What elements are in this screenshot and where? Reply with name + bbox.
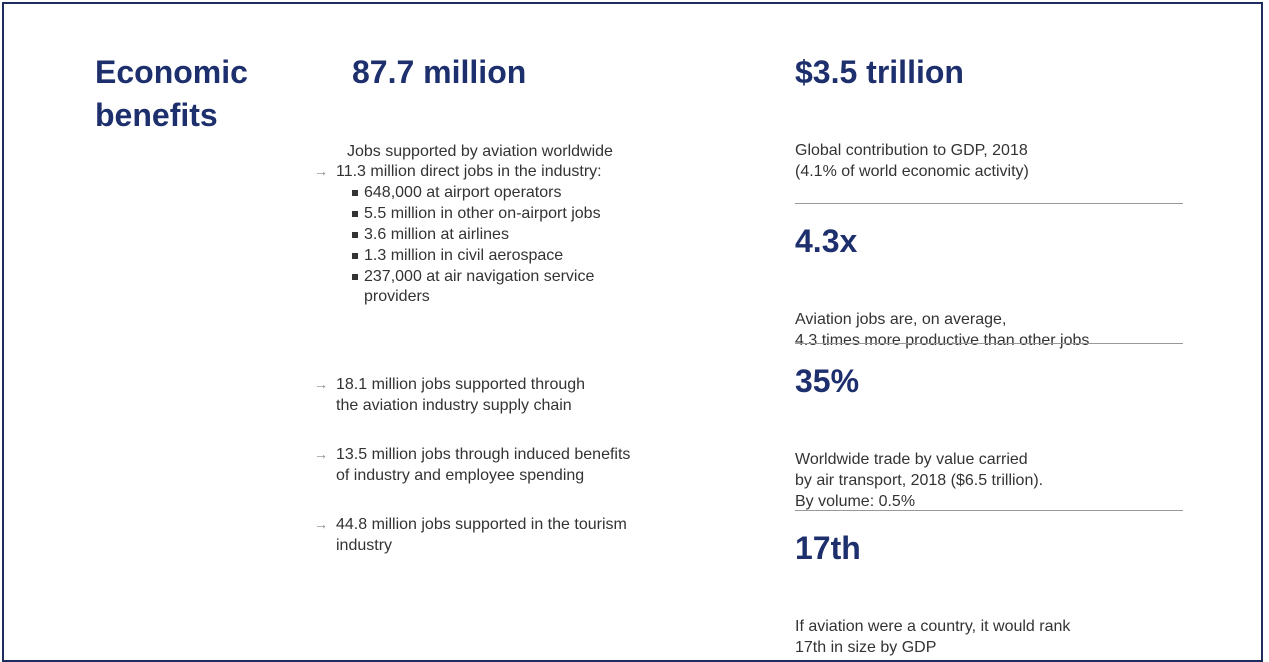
stat-text: 17th in size by GDP — [795, 639, 937, 656]
stat-headline: 4.3x — [795, 223, 858, 259]
arrow-icon: → — [314, 376, 328, 392]
separator — [795, 343, 1183, 344]
square-bullet — [352, 211, 358, 217]
stat-text: Aviation jobs are, on average, — [795, 311, 1007, 328]
job-item: of industry and employee spending — [336, 467, 585, 484]
job-item: 13.5 million jobs through induced benefi… — [336, 446, 631, 463]
job-subitem: 237,000 at air navigation service — [364, 268, 595, 285]
square-bullet — [352, 190, 358, 196]
stat-headline: 17th — [795, 530, 861, 566]
square-bullet — [352, 253, 358, 259]
stat-text: If aviation were a country, it would ran… — [795, 618, 1071, 635]
section-title: Economic — [95, 54, 248, 90]
stat-headline: 35% — [795, 363, 860, 399]
job-subitem: 1.3 million in civil aerospace — [364, 247, 564, 264]
job-subitem: 5.5 million in other on-airport jobs — [364, 205, 601, 222]
jobs-headline: 87.7 million — [352, 54, 527, 90]
arrow-icon: → — [314, 516, 328, 532]
jobs-subtitle: Jobs supported by aviation worldwide — [347, 143, 613, 160]
job-item: industry — [336, 537, 393, 554]
arrow-icon: → — [314, 163, 328, 179]
stat-text: Global contribution to GDP, 2018 — [795, 142, 1028, 159]
job-item: 18.1 million jobs supported through — [336, 376, 586, 393]
separator — [795, 510, 1183, 511]
square-bullet — [352, 232, 358, 238]
stat-text: 4.3 times more productive than other job… — [795, 332, 1090, 349]
stat-headline: $3.5 trillion — [795, 54, 964, 90]
arrow-icon: → — [314, 446, 328, 462]
job-subitem: providers — [364, 288, 430, 305]
square-bullet — [352, 274, 358, 280]
job-subitem: 648,000 at airport operators — [364, 184, 562, 201]
stat-text: By volume: 0.5% — [795, 493, 916, 510]
job-item: 11.3 million direct jobs in the industry… — [336, 163, 602, 180]
job-item: the aviation industry supply chain — [336, 397, 572, 414]
job-subitem: 3.6 million at airlines — [364, 226, 509, 243]
stat-text: Worldwide trade by value carried — [795, 451, 1028, 468]
separator — [795, 203, 1183, 204]
stat-text: (4.1% of world economic activity) — [795, 163, 1029, 180]
job-item: 44.8 million jobs supported in the touri… — [336, 516, 627, 533]
stat-text: by air transport, 2018 ($6.5 trillion). — [795, 472, 1044, 489]
section-title: benefits — [95, 97, 218, 133]
